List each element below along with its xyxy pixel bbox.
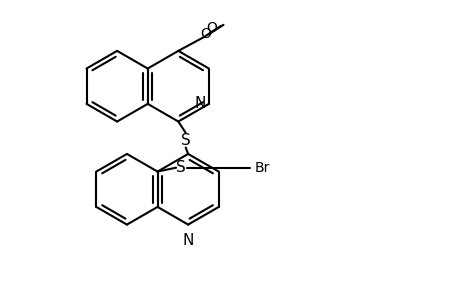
Text: S: S — [176, 160, 185, 175]
Text: Br: Br — [254, 161, 269, 175]
Text: O: O — [200, 27, 210, 41]
Text: N: N — [182, 233, 193, 248]
Text: N: N — [194, 96, 205, 111]
Text: S: S — [180, 133, 190, 148]
Text: methyl: methyl — [222, 21, 226, 22]
Text: O: O — [206, 21, 217, 35]
